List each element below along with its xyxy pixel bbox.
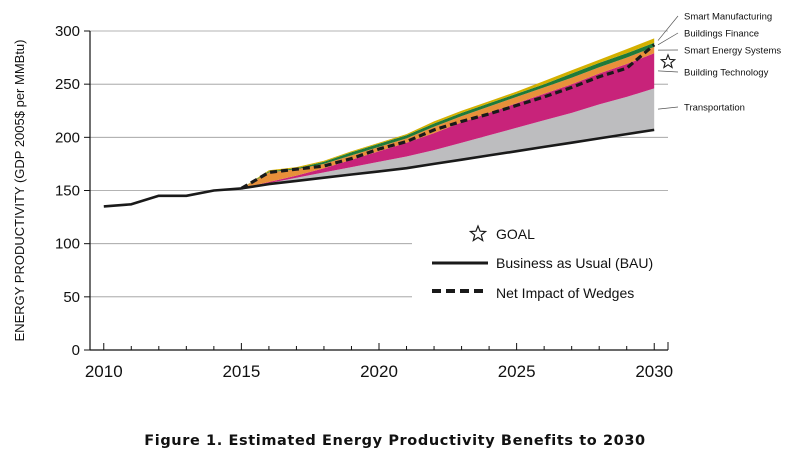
y-tick-label-300: 300 bbox=[55, 23, 80, 40]
y-tick-label-0: 0 bbox=[72, 342, 80, 359]
legend-goal-star bbox=[468, 224, 488, 242]
chart-svg: 0 50 100 150 200 250 300 2010 2015 2020 2025 2030 EN… bbox=[12, 12, 781, 382]
wedge-area-transportation bbox=[241, 88, 655, 189]
legend-goal-label: GOAL bbox=[496, 226, 535, 242]
y-tick-label-150: 150 bbox=[55, 183, 80, 200]
leader-line-buildings-finance bbox=[657, 32, 679, 46]
wedge-label-buildings-finance: Buildings Finance bbox=[684, 29, 759, 40]
y-tick-label-50: 50 bbox=[63, 289, 80, 306]
x-tick-label-2030: 2030 bbox=[635, 362, 673, 381]
y-tick-label-250: 250 bbox=[55, 76, 80, 93]
x-tick-label-2025: 2025 bbox=[498, 362, 536, 381]
wedge-label-transportation: Transportation bbox=[684, 103, 745, 114]
y-tick-label-200: 200 bbox=[55, 129, 80, 146]
wedge-label-smart-manufacturing: Smart Manufacturing bbox=[684, 12, 772, 23]
x-tick-label-2010: 2010 bbox=[85, 362, 123, 381]
x-tick-label-2020: 2020 bbox=[360, 362, 398, 381]
leader-line-smart-manufacturing bbox=[657, 15, 679, 41]
wedge-label-building-technology: Building Technology bbox=[684, 68, 769, 79]
x-tick-label-2015: 2015 bbox=[222, 362, 260, 381]
leader-line-building-technology bbox=[657, 70, 679, 73]
legend-bau-label: Business as Usual (BAU) bbox=[496, 255, 653, 271]
y-axis-label: ENERGY PRODUCTIVITY (GDP 2005$ per MMBtu… bbox=[12, 40, 27, 342]
legend-net-label: Net Impact of Wedges bbox=[496, 285, 634, 301]
bau-line bbox=[103, 128, 655, 208]
y-tick-label-100: 100 bbox=[55, 236, 80, 253]
goal-star-marker bbox=[659, 53, 677, 69]
wedge-label-smart-energy-systems: Smart Energy Systems bbox=[684, 46, 781, 57]
wedge-area-smart-energy-systems bbox=[241, 46, 655, 189]
figure-caption: Figure 1. Estimated Energy Productivity … bbox=[144, 433, 646, 449]
leader-line-transportation bbox=[657, 106, 679, 110]
